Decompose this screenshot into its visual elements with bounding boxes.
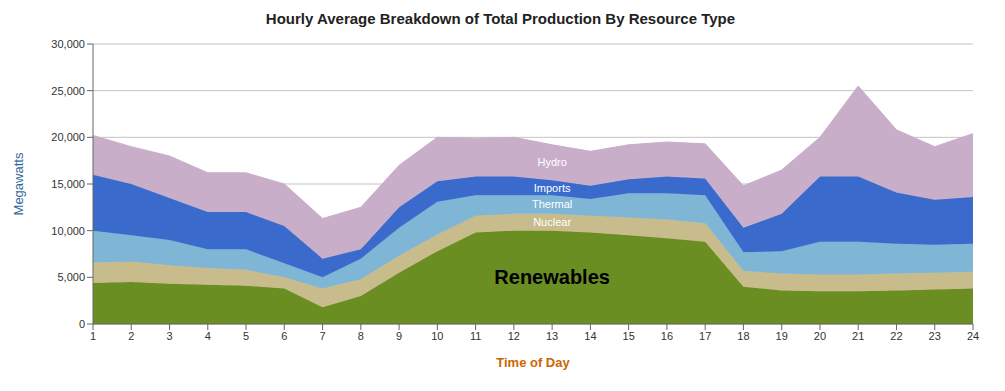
svg-text:Hydro: Hydro [537,156,566,168]
svg-text:Imports: Imports [534,182,571,194]
svg-text:5: 5 [243,330,249,342]
svg-text:12: 12 [508,330,520,342]
svg-text:8: 8 [358,330,364,342]
svg-text:24: 24 [967,330,979,342]
svg-text:0: 0 [79,318,85,330]
svg-text:16: 16 [661,330,673,342]
svg-text:Thermal: Thermal [532,198,572,210]
svg-text:30,000: 30,000 [51,38,85,50]
svg-text:Nuclear: Nuclear [533,216,571,228]
svg-text:17: 17 [699,330,711,342]
svg-text:20: 20 [814,330,826,342]
svg-text:18: 18 [737,330,749,342]
svg-text:1: 1 [90,330,96,342]
svg-text:13: 13 [546,330,558,342]
svg-text:15: 15 [623,330,635,342]
svg-text:Renewables: Renewables [494,266,610,288]
svg-text:10: 10 [431,330,443,342]
svg-text:14: 14 [584,330,596,342]
svg-text:Megawatts: Megawatts [11,152,26,215]
svg-text:5,000: 5,000 [57,271,85,283]
svg-text:11: 11 [470,330,481,342]
svg-text:22: 22 [890,330,902,342]
svg-text:6: 6 [281,330,287,342]
html-text:Hourly Average Breakdown of To: Hourly Average Breakdown of Total Produc… [265,10,736,27]
svg-text:10,000: 10,000 [51,225,85,237]
svg-text:4: 4 [205,330,211,342]
svg-text:15,000: 15,000 [51,178,85,190]
svg-text:19: 19 [776,330,788,342]
svg-text:7: 7 [320,330,326,342]
svg-text:3: 3 [166,330,172,342]
svg-text:25,000: 25,000 [51,85,85,97]
svg-text:Time of Day: Time of Day [496,355,570,370]
svg-text:20,000: 20,000 [51,131,85,143]
svg-text:9: 9 [396,330,402,342]
svg-text:2: 2 [128,330,134,342]
svg-text:23: 23 [929,330,941,342]
svg-text:21: 21 [852,330,864,342]
